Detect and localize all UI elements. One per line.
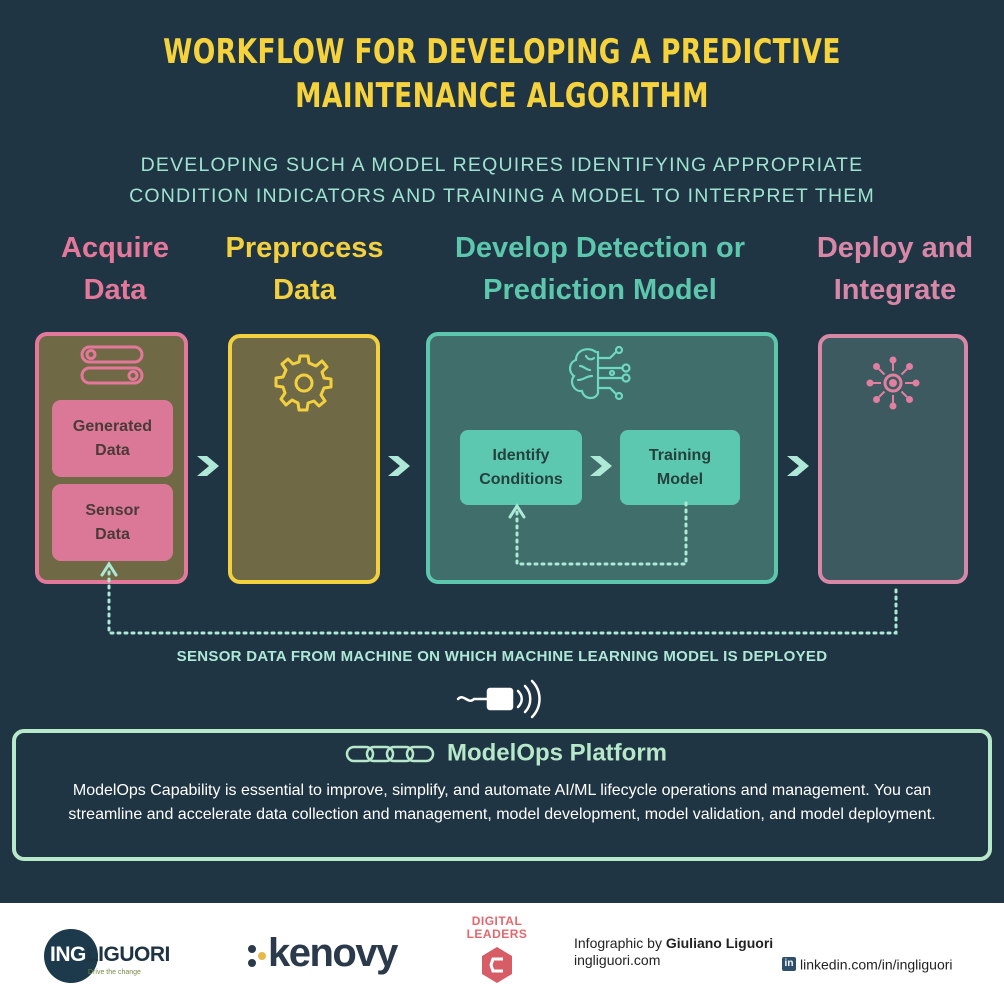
linkedin-icon: in [782,957,796,972]
stage-acquire-line1: Acquire [61,232,169,264]
digital-leaders-line2: LEADERS [466,927,528,941]
feedback-arrowhead [508,503,526,519]
platform-title: ModelOps Platform [446,739,668,767]
identify-line1: Identify [492,446,550,464]
page-title-line2: MAINTENANCE ALGORITHM [295,76,709,116]
page-title-line1: WORKFLOW FOR DEVELOPING A PREDICTIVE [163,32,841,72]
ingliguori-logo[interactable]: INGLIGUORI Drive the change [44,929,194,983]
sensor-data-box: Sensor Data [52,484,173,561]
acquire-panel: Generated Data Sensor Data [35,332,188,584]
kenovy-logo-text: kenovy [268,931,398,975]
platform-description: ModelOps Capability is essential to impr… [68,782,936,823]
chevron-right-icon [197,456,219,476]
chevron-arrows [197,456,809,476]
ingliguori-logo-text: INGLIGUORI [50,943,170,966]
training-line2: Model [656,470,704,488]
gear-icon [274,354,333,412]
ingliguori-logo-badge [44,929,98,983]
sensor-caption: SENSOR DATA FROM MACHINE ON WHICH MACHIN… [176,648,828,665]
connector-layer [100,456,898,635]
stage-deploy-heading: Deploy and Integrate [800,227,990,311]
subtitle-line2: CONDITION INDICATORS AND TRAINING A MODE… [129,185,875,207]
sensor-signal-icon [456,679,541,719]
training-line1: Training [648,446,712,464]
chevron-right-icon [787,456,809,476]
credit-block: Infographic by Giuliano Liguori ingliguo… [574,935,773,969]
credit-name: Giuliano Liguori [665,935,774,951]
chevron-right-icon [388,456,410,476]
chevron-right-icon [590,456,612,476]
modelops-platform-panel: ModelOps Platform ModelOps Capability is… [12,729,992,861]
generated-data-box: Generated Data [52,400,173,477]
training-feedback-loop [515,501,688,566]
network-hub-icon [866,356,920,410]
sensor-data-line1: Sensor [85,501,140,519]
identify-line2: Conditions [479,470,563,488]
kenovy-dots-icon [248,945,266,967]
identify-conditions-box: Identify Conditions [460,430,582,505]
digital-leaders-line1: DIGITAL [471,914,523,928]
ingliguori-tagline: Drive the change [88,969,141,976]
stage-deploy-line1: Deploy and [816,232,974,264]
stage-deploy-line2: Integrate [833,274,957,306]
brain-circuit-icon [569,345,631,401]
credit-line: Infographic by Giuliano Liguori [574,935,773,952]
sensor-arrowhead [100,561,118,577]
stage-develop-heading: Develop Detection or Prediction Model [420,227,780,311]
generated-data-line2: Data [95,441,130,459]
stage-preprocess-line2: Data [273,274,336,306]
chain-links-icon [345,745,435,762]
linkedin-link[interactable]: in linkedin.com/in/ingliguori [782,955,953,972]
deploy-panel [818,334,968,584]
hexagon-icon [482,947,512,983]
preprocess-panel [228,334,380,584]
stage-preprocess-line1: Preprocess [225,232,384,264]
sensor-data-line2: Data [95,525,130,543]
platform-title-row: ModelOps Platform [16,739,996,768]
stage-preprocess-heading: Preprocess Data [212,227,397,311]
deployment-feedback-loop [107,570,898,635]
stage-develop-line1: Develop Detection or [454,232,746,264]
toggle-icon [80,345,144,385]
credit-site[interactable]: ingliguori.com [574,952,661,968]
stage-develop-line2: Prediction Model [483,274,717,306]
footer: INGLIGUORI Drive the change kenovy DIGIT… [0,903,1004,1004]
stage-acquire-heading: Acquire Data [30,227,200,311]
linkedin-text: linkedin.com/in/ingliguori [800,956,953,973]
subtitle-line1: DEVELOPING SUCH A MODEL REQUIRES IDENTIF… [140,154,864,176]
credit-prefix: Infographic by [574,935,666,951]
digital-leaders-logo[interactable]: DIGITAL LEADERS [462,915,532,990]
stage-acquire-line2: Data [83,274,147,306]
training-model-box: Training Model [620,430,740,505]
generated-data-line1: Generated [72,417,153,435]
